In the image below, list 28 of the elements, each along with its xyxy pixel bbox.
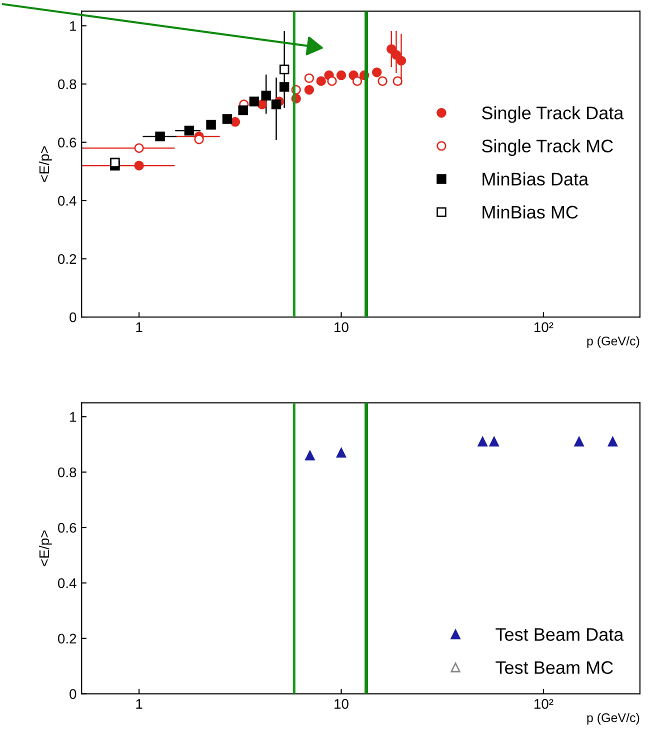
legend-label: Single Track Data xyxy=(482,106,624,123)
y-tick-label: 0.4 xyxy=(58,196,76,206)
x-tick-label: 1 xyxy=(136,322,142,332)
y-tick-label: 0 xyxy=(70,312,76,322)
x-axis-title: p (GeV/c) xyxy=(587,336,640,348)
legend-label: MinBias MC xyxy=(482,205,578,219)
y-tick-label: 0.6 xyxy=(58,138,76,148)
x-tick-label: 10² xyxy=(534,322,554,332)
legend-label: MinBias Data xyxy=(482,172,589,186)
legend-label: Test Beam MC xyxy=(496,661,613,674)
x-tick-label: 10 xyxy=(334,699,348,709)
y-tick-label: 1 xyxy=(70,21,76,31)
y-tick-label: 1 xyxy=(70,412,76,422)
x-axis-title: p (GeV/c) xyxy=(587,712,640,725)
y-tick-label: 0.2 xyxy=(58,254,76,264)
y-tick-label: 0 xyxy=(70,689,76,699)
y-tick-label: 0.8 xyxy=(58,79,76,90)
legend-label: Single Track MC xyxy=(482,139,613,156)
x-tick-label: 10² xyxy=(534,699,554,709)
y-axis-title: <E/p> xyxy=(38,146,52,182)
y-tick-label: 0.6 xyxy=(58,522,76,533)
y-tick-label: 0.2 xyxy=(58,634,76,644)
legend-label: Test Beam Data xyxy=(496,628,624,641)
x-tick-label: 1 xyxy=(136,699,142,709)
y-tick-label: 0.4 xyxy=(58,578,76,588)
y-axis-title: <E/p> xyxy=(38,530,52,566)
y-tick-label: 0.8 xyxy=(58,467,76,478)
x-tick-label: 10 xyxy=(334,322,348,332)
